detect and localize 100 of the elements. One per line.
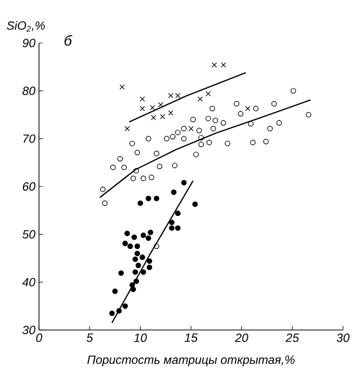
- point: [210, 126, 216, 132]
- point: [181, 180, 187, 186]
- point: [154, 150, 160, 156]
- point: [196, 128, 202, 134]
- point: [129, 140, 135, 146]
- point: [140, 254, 146, 260]
- point: [154, 196, 160, 202]
- point: [140, 96, 145, 102]
- point: [206, 140, 212, 146]
- point: [290, 88, 296, 94]
- y-tick-label: 50: [22, 230, 36, 239]
- y-tick-label: 80: [22, 86, 36, 96]
- x-tick-label: 0: [36, 334, 42, 342]
- point: [170, 134, 176, 140]
- point: [110, 164, 116, 170]
- annotation: б: [64, 35, 72, 46]
- point: [146, 196, 152, 202]
- point: [132, 256, 138, 262]
- point: [134, 278, 140, 284]
- point: [276, 120, 282, 126]
- point: [190, 116, 196, 122]
- point: [210, 106, 216, 112]
- point: [129, 282, 135, 288]
- point: [175, 225, 181, 231]
- point: [140, 176, 146, 182]
- point: [127, 244, 133, 250]
- point: [224, 140, 230, 146]
- point: [122, 303, 128, 309]
- point: [192, 201, 198, 207]
- point: [181, 126, 187, 132]
- y-tick-label: 40: [22, 278, 36, 286]
- x-tick-label: 30: [336, 334, 350, 342]
- y-axis-title: SiO$_{2}$,%: [6, 21, 45, 32]
- point: [124, 230, 130, 236]
- point: [146, 264, 152, 270]
- point: [102, 200, 108, 206]
- point: [171, 190, 177, 195]
- point: [220, 120, 226, 126]
- point: [169, 220, 174, 226]
- point: [140, 269, 146, 275]
- point: [181, 136, 187, 142]
- point: [154, 244, 160, 250]
- point: [205, 116, 211, 122]
- point: [198, 134, 204, 140]
- point: [132, 234, 137, 240]
- point: [267, 126, 273, 132]
- point: [168, 110, 174, 116]
- point: [206, 91, 211, 96]
- y-tick-label: 60: [22, 182, 36, 191]
- point: [140, 232, 146, 238]
- point: [198, 142, 204, 148]
- point: [238, 111, 244, 117]
- point: [146, 136, 152, 142]
- point: [250, 140, 256, 146]
- x-tick-label: 15: [184, 334, 198, 342]
- point: [150, 104, 156, 110]
- point: [134, 250, 140, 256]
- y-tick-label: 70: [23, 134, 36, 143]
- point: [136, 262, 142, 268]
- line-series: [99, 99, 312, 198]
- point: [156, 164, 162, 170]
- point: [158, 102, 164, 108]
- point: [138, 200, 144, 206]
- point: [164, 136, 170, 142]
- point: [112, 288, 118, 294]
- point: [198, 96, 203, 102]
- point: [134, 244, 140, 250]
- x-tick-label: 10: [134, 334, 147, 342]
- point: [117, 156, 123, 162]
- x-tick-label: 20: [234, 334, 248, 342]
- point: [116, 308, 122, 314]
- point: [146, 258, 152, 264]
- point: [263, 138, 269, 144]
- point: [100, 186, 106, 192]
- point: [118, 270, 124, 276]
- point: [132, 269, 138, 275]
- point: [212, 118, 218, 124]
- point: [146, 235, 152, 241]
- point: [121, 164, 127, 170]
- point: [175, 130, 181, 136]
- point: [172, 162, 178, 168]
- point: [220, 62, 226, 68]
- point: [109, 310, 115, 316]
- point: [271, 101, 277, 106]
- point: [134, 168, 140, 174]
- point: [245, 106, 250, 112]
- point: [119, 84, 125, 90]
- point: [140, 106, 145, 112]
- point: [160, 114, 166, 120]
- x-axis-title: Пористость матрицы открытая,%: [87, 356, 294, 366]
- point: [306, 112, 312, 118]
- point: [130, 286, 136, 292]
- point: [124, 126, 130, 132]
- point: [234, 101, 240, 106]
- point: [130, 176, 136, 182]
- point: [150, 115, 156, 120]
- x-tick-label: 25: [286, 334, 300, 342]
- x-tick-label: 5: [86, 334, 94, 342]
- point: [193, 152, 199, 158]
- point: [148, 174, 154, 180]
